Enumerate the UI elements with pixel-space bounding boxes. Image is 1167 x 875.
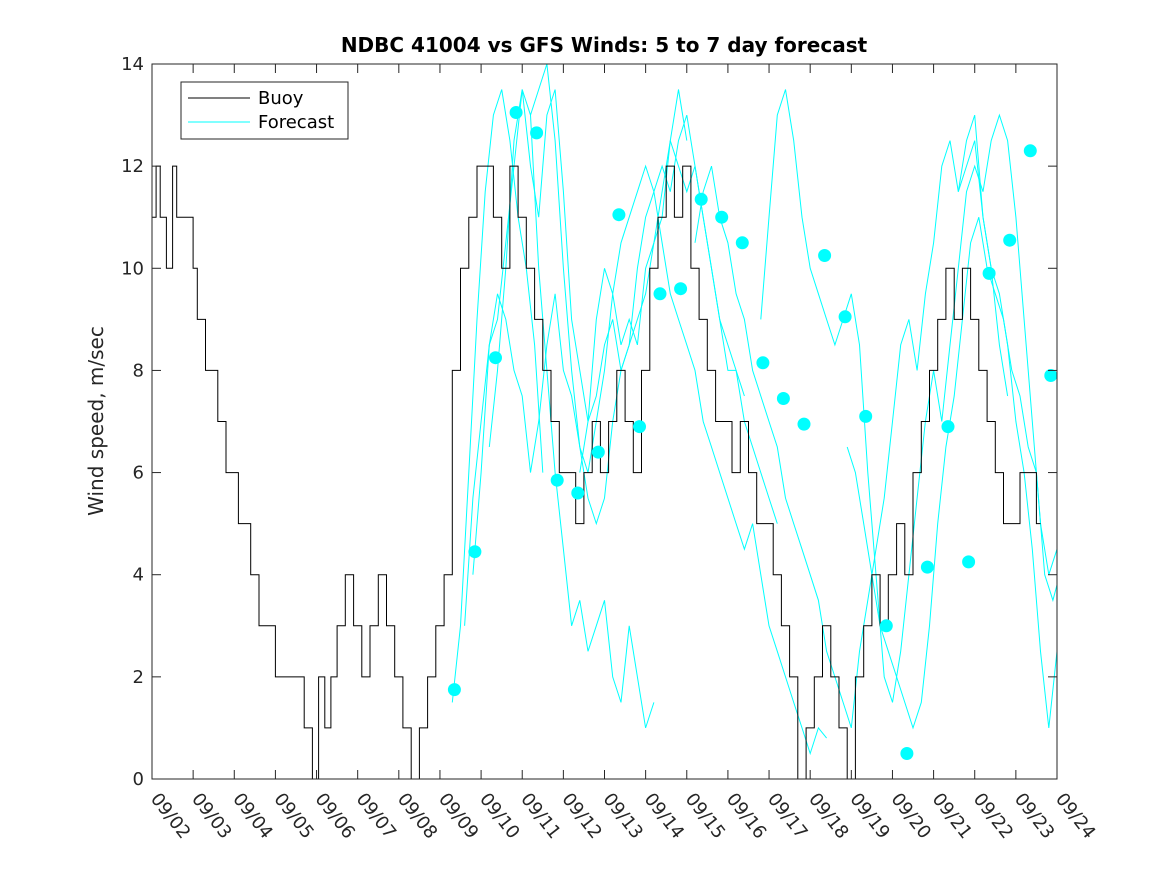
y-tick-label: 0 — [133, 769, 144, 790]
forecast-marker — [633, 420, 646, 434]
forecast-trace-10 — [957, 114, 1057, 728]
legend-entry-buoy: Buoy — [258, 88, 304, 109]
forecast-marker — [571, 486, 585, 500]
forecast-marker — [818, 249, 832, 262]
forecast-trace-6 — [579, 164, 827, 756]
y-tick-label: 12 — [121, 156, 144, 177]
forecast-marker — [735, 236, 749, 250]
forecast-trace-7 — [694, 140, 1009, 729]
legend-entry-forecast: Forecast — [258, 112, 334, 133]
forecast-marker — [509, 106, 523, 119]
forecast-marker — [962, 555, 976, 569]
forecast-marker — [1044, 369, 1057, 382]
buoy-line — [152, 165, 1041, 779]
plot-area — [152, 64, 1057, 779]
forecast-marker — [900, 747, 914, 760]
legend-box — [180, 81, 349, 140]
y-tick-label: 4 — [133, 565, 144, 586]
forecast-trace-2 — [464, 89, 655, 729]
forecast-marker — [550, 473, 564, 487]
forecast-trace-1 — [451, 89, 544, 703]
forecast-marker — [941, 420, 955, 434]
chart-title: NDBC 41004 vs GFS Winds: 5 to 7 day fore… — [341, 33, 868, 57]
y-tick-label: 6 — [133, 463, 144, 484]
forecast-marker — [1023, 144, 1037, 158]
forecast-marker — [776, 392, 790, 405]
forecast-marker — [447, 683, 461, 697]
series-layer — [152, 64, 1057, 779]
forecast-marker — [797, 417, 811, 431]
forecast-marker — [694, 192, 708, 206]
forecast-marker — [591, 445, 605, 459]
forecast-marker — [920, 560, 934, 574]
forecast-marker — [468, 545, 482, 559]
forecast-marker — [612, 208, 626, 222]
y-tick-label: 8 — [133, 360, 144, 381]
forecast-marker — [653, 287, 667, 301]
forecast-marker — [756, 356, 770, 370]
forecast-marker — [530, 126, 544, 140]
forecast-marker — [879, 619, 893, 633]
forecast-marker — [489, 351, 502, 365]
legend: Buoy Forecast — [180, 81, 349, 140]
forecast-marker — [859, 409, 873, 423]
forecast-marker — [838, 310, 852, 324]
y-tick-label: 14 — [121, 54, 144, 75]
y-axis-label: Wind speed, m/sec — [84, 326, 108, 516]
forecast-marker — [715, 210, 729, 224]
y-tick-label: 2 — [133, 667, 144, 688]
forecast-marker — [982, 266, 996, 280]
y-tick-label: 10 — [121, 258, 144, 279]
forecast-trace-5 — [530, 64, 778, 526]
forecast-trace-9 — [846, 217, 1057, 730]
forecast-marker — [1003, 233, 1017, 247]
forecast-marker — [674, 282, 688, 296]
